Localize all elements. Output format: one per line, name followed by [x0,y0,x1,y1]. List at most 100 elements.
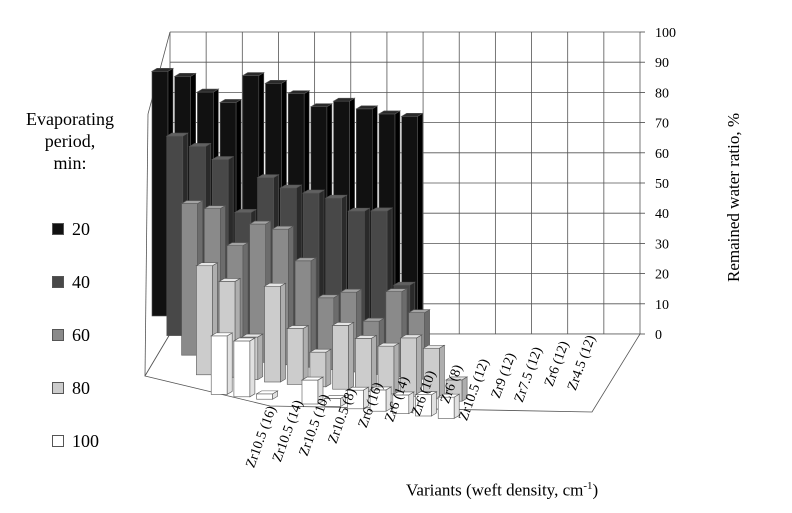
bar-layer [150,67,469,419]
bar-top [332,97,356,102]
bar [391,391,415,415]
bar-top [256,174,280,178]
y-tick-label: 0 [655,328,662,343]
legend-title-line: min: [53,153,87,173]
bar-top [271,225,295,230]
y-tick-label: 100 [655,26,676,41]
y-tick-label: 40 [655,207,669,222]
bar-side [302,325,309,385]
y-tick-label: 80 [655,86,669,101]
bar-top [339,288,363,293]
bar-top [309,103,333,107]
bar-top [370,207,394,212]
bar [300,376,325,405]
bar-top [294,257,318,262]
bar [414,391,438,417]
bar-front [354,338,372,392]
bar-front [151,70,169,317]
bar [331,321,355,390]
bar [354,334,378,393]
legend-swatch [52,329,64,341]
bar [286,325,310,385]
bar-top [255,390,279,395]
y-tick-label: 90 [655,56,669,71]
bar-top [241,72,265,76]
bar-front [166,135,184,336]
bar-top [407,309,431,314]
bar-front [264,285,281,383]
bar [210,332,234,395]
bar-top [240,333,264,338]
bar-top [392,281,416,286]
legend-label: 100 [72,431,99,451]
bar [323,394,347,407]
bar-top [150,67,175,72]
legend-swatch [52,382,64,394]
legend-label: 80 [72,378,90,398]
bar-top [165,132,189,137]
y-tick-label: 60 [655,147,669,162]
bar-front [196,265,213,376]
bar-top [225,242,250,246]
bar-top [218,278,242,282]
bar [437,393,461,419]
bar-top [422,344,446,349]
legend-swatch [52,276,64,288]
bar-top [301,189,326,194]
bar-side [257,333,264,381]
bar [255,390,279,400]
bar-side [226,332,233,395]
bar-top [399,334,423,339]
x-axis-title: Variants (weft density, cm-1) [406,480,598,501]
bar-top [362,317,386,322]
bar-top [347,207,371,212]
y-tick-label: 70 [655,117,669,132]
side-wall-edge [144,113,149,377]
bar-top [400,113,424,117]
bar-top [287,90,311,94]
bar-top [232,337,256,342]
bar-top [210,332,234,337]
bar [232,337,256,398]
bar-top [369,386,393,391]
bar-side [417,112,424,343]
tick-layer: 0 10 20 30 40 50 60 70 80 90 100 [640,26,676,343]
bar-front [256,393,273,400]
legend-swatch [52,435,64,447]
legend-title-line: Evaporating [26,109,114,129]
bar [376,342,401,395]
bar-top [324,194,348,199]
bar-front [286,328,304,385]
legend-label: 40 [72,272,90,292]
bar-top [248,220,272,225]
bar [263,282,287,383]
bar-top [219,99,243,103]
bar-side [431,391,437,417]
bar-side [325,348,332,388]
bar [346,386,370,410]
bar-top [376,342,401,347]
bar-top [279,184,303,189]
bar-top [308,348,332,353]
x-axis-title-suffix: ) [592,480,599,500]
bar-front [332,325,349,390]
bar-top [323,395,347,399]
bar-top [180,200,204,204]
bar-top [316,294,340,299]
bar-side [249,337,256,398]
x-axis-title-superscript: -1 [583,480,593,492]
legend-title: Evaporating period, min: [12,108,128,174]
bar-top [286,325,310,329]
legend-swatch [52,223,64,235]
bar-front [181,203,198,356]
bar-top [211,156,235,160]
bar-top [384,288,408,292]
bar-top [391,391,415,396]
bar-top [263,282,287,287]
y-tick-label: 50 [655,177,669,192]
bar-top [300,376,325,381]
bar-front [233,340,251,398]
legend-label: 60 [72,325,90,345]
